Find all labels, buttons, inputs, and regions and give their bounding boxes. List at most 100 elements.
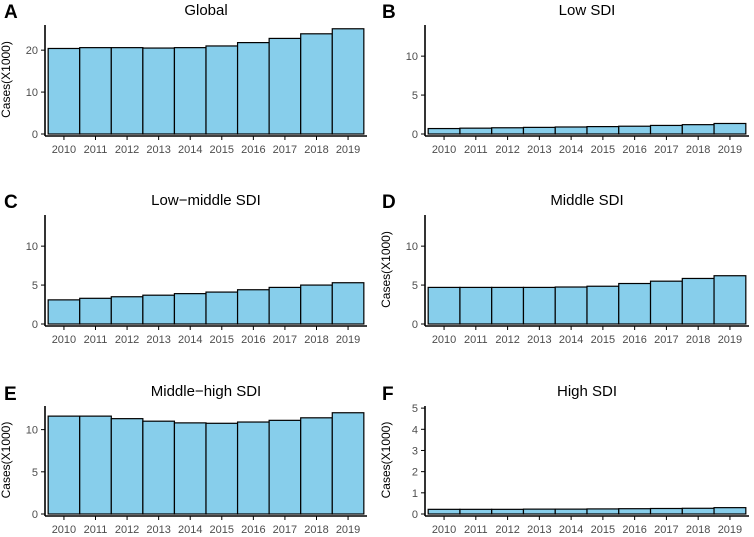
x-tick-label: 2016 (622, 334, 646, 346)
bar-2011 (459, 127, 493, 135)
x-tick-label: 2014 (559, 334, 583, 346)
bar-2014 (554, 508, 588, 515)
bar-2015 (586, 285, 620, 325)
x-tick-label: 2016 (622, 144, 646, 156)
x-tick-label: 2018 (686, 524, 710, 536)
panel-d: D Middle SDI 0 5 10 2010 2011 2012 2013 2014 2015 2… (379, 192, 749, 346)
x-tick-label: 2012 (495, 524, 519, 536)
bar-2013 (142, 420, 176, 515)
y-axis-title: Cases(X1000) (379, 422, 393, 499)
bar-2015 (205, 291, 239, 325)
x-tick-label: 2011 (84, 524, 108, 536)
x-tick-label: 2017 (654, 144, 678, 156)
bar-2015 (586, 508, 620, 515)
panel-f: F High SDI 0 1 2 3 4 5 2010 2011 2012 2013 2014 2015 2… (379, 383, 749, 536)
panel-title: Low−middle SDI (151, 192, 261, 209)
bar-2014 (554, 286, 588, 325)
bar-2017 (268, 286, 302, 325)
bar-2010 (47, 415, 81, 515)
y-tick-label: 5 (412, 280, 418, 292)
panel-title: Low SDI (559, 2, 616, 19)
bar-2014 (173, 422, 207, 515)
bar-2013 (522, 126, 556, 135)
y-tick-label: 0 (32, 319, 38, 331)
bar-2011 (459, 508, 493, 515)
x-tick-label: 2012 (115, 334, 139, 346)
x-tick-label: 2016 (241, 144, 265, 156)
bar-2011 (79, 47, 112, 135)
bar-2012 (110, 296, 144, 325)
x-tick-label: 2019 (336, 334, 360, 346)
bar-2014 (173, 293, 207, 325)
panel-letter: A (4, 2, 18, 23)
x-tick-label: 2018 (686, 144, 710, 156)
bar-2010 (427, 127, 461, 135)
x-tick-label: 2012 (495, 334, 519, 346)
x-tick-label: 2016 (241, 524, 265, 536)
x-tick-label: 2019 (718, 144, 742, 156)
bar-2012 (110, 418, 144, 515)
x-tick-label: 2017 (273, 144, 297, 156)
x-tick-label: 2014 (559, 144, 583, 156)
panel-title: Middle−high SDI (151, 383, 261, 400)
bar-2010 (47, 299, 81, 325)
x-tick-label: 2011 (464, 144, 488, 156)
x-tick-label: 2015 (210, 524, 234, 536)
bar-2018 (300, 33, 333, 135)
y-tick-label: 0 (32, 509, 38, 521)
panel-c: C Low−middle SDI 0 5 10 2010 2011 2012 2013 2014 2… (4, 192, 367, 346)
bar-2016 (236, 421, 270, 515)
bar-2013 (142, 47, 176, 135)
y-axis-title: Cases(X1000) (379, 231, 393, 308)
panel-letter: C (4, 192, 18, 213)
bar-2018 (300, 417, 333, 515)
x-tick-label: 2019 (718, 524, 742, 536)
x-tick-label: 2015 (591, 144, 615, 156)
bar-2012 (110, 47, 144, 135)
bar-2016 (236, 42, 270, 135)
x-tick-label: 2014 (178, 144, 202, 156)
y-tick-label: 0 (32, 129, 38, 141)
y-tick-label: 5 (32, 467, 38, 479)
y-tick-label: 10 (26, 425, 38, 437)
x-tick-label: 2010 (52, 524, 76, 536)
x-tick-label: 2011 (464, 524, 488, 536)
x-tick-label: 2015 (210, 144, 234, 156)
x-tick-label: 2011 (84, 144, 108, 156)
panel-title: High SDI (557, 383, 617, 400)
bar-2019 (331, 28, 365, 135)
x-tick-label: 2015 (591, 524, 615, 536)
bar-2018 (300, 284, 333, 325)
y-tick-label: 1 (412, 488, 418, 500)
bar-2011 (79, 415, 112, 515)
x-tick-label: 2012 (115, 144, 139, 156)
x-tick-label: 2012 (115, 524, 139, 536)
bar-2018 (681, 124, 715, 135)
bar-2013 (522, 508, 556, 515)
x-tick-label: 2011 (464, 334, 488, 346)
y-tick-label: 5 (32, 280, 38, 292)
bar-2018 (681, 507, 715, 515)
panel-title: Middle SDI (550, 192, 623, 209)
y-tick-label: 10 (406, 241, 418, 253)
x-tick-label: 2013 (146, 334, 170, 346)
x-tick-label: 2014 (178, 334, 202, 346)
x-tick-label: 2010 (52, 334, 76, 346)
bar-2010 (47, 47, 81, 135)
x-tick-label: 2010 (52, 144, 76, 156)
x-tick-label: 2017 (654, 334, 678, 346)
x-tick-label: 2015 (591, 334, 615, 346)
bar-2012 (491, 286, 525, 325)
y-tick-label: 5 (412, 403, 418, 415)
bar-2017 (649, 280, 683, 325)
x-tick-label: 2019 (336, 524, 360, 536)
y-tick-label: 0 (412, 509, 418, 521)
panel-a: A Global 0 10 20 2010 2011 2012 2013 2014 2015 2016… (0, 2, 367, 156)
bar-2017 (649, 507, 683, 515)
x-tick-label: 2018 (304, 334, 328, 346)
bar-2019 (713, 275, 747, 325)
bar-2017 (268, 419, 302, 515)
bar-2013 (522, 286, 556, 325)
panel-letter: D (382, 192, 396, 213)
x-tick-label: 2014 (178, 524, 202, 536)
